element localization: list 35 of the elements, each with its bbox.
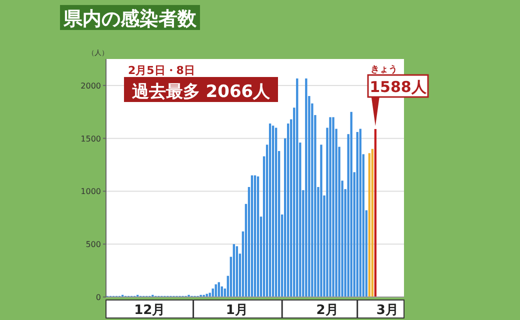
annotation: 過去最多 2066人 bbox=[130, 82, 272, 102]
bar bbox=[329, 117, 332, 297]
annotation: 2月5日・8日 bbox=[128, 64, 195, 77]
bar bbox=[268, 124, 272, 297]
bar bbox=[232, 244, 236, 297]
y-tick-label: 1500 bbox=[80, 134, 101, 144]
y-tick-label: 1000 bbox=[80, 187, 101, 196]
bar bbox=[287, 124, 290, 297]
y-tick-label: 500 bbox=[86, 240, 101, 250]
y-tick-label: 0 bbox=[96, 293, 101, 302]
bar bbox=[356, 132, 358, 297]
chart-title: 県内の感染者数 bbox=[62, 8, 198, 30]
bar bbox=[374, 129, 376, 297]
bar bbox=[254, 175, 256, 297]
bar bbox=[305, 78, 308, 297]
bar bbox=[296, 78, 298, 297]
x-tick-label: 3月 bbox=[376, 303, 398, 318]
bar bbox=[350, 112, 352, 297]
x-tick-label: 12月 bbox=[134, 303, 166, 318]
bar bbox=[272, 126, 274, 297]
bar bbox=[236, 246, 238, 297]
annotation: きょう bbox=[370, 64, 398, 75]
bar bbox=[359, 128, 362, 297]
bar bbox=[274, 128, 278, 297]
bar bbox=[371, 148, 374, 297]
bar bbox=[256, 176, 260, 297]
bar bbox=[320, 144, 322, 297]
x-tick-label: 1月 bbox=[226, 303, 248, 318]
annotation: 1588人 bbox=[370, 78, 428, 96]
y-tick-label: 2000 bbox=[80, 81, 101, 90]
bar bbox=[368, 153, 370, 297]
bar bbox=[332, 117, 334, 297]
x-tick-label: 2月 bbox=[316, 303, 338, 318]
bar bbox=[250, 175, 254, 297]
bar bbox=[218, 282, 220, 297]
